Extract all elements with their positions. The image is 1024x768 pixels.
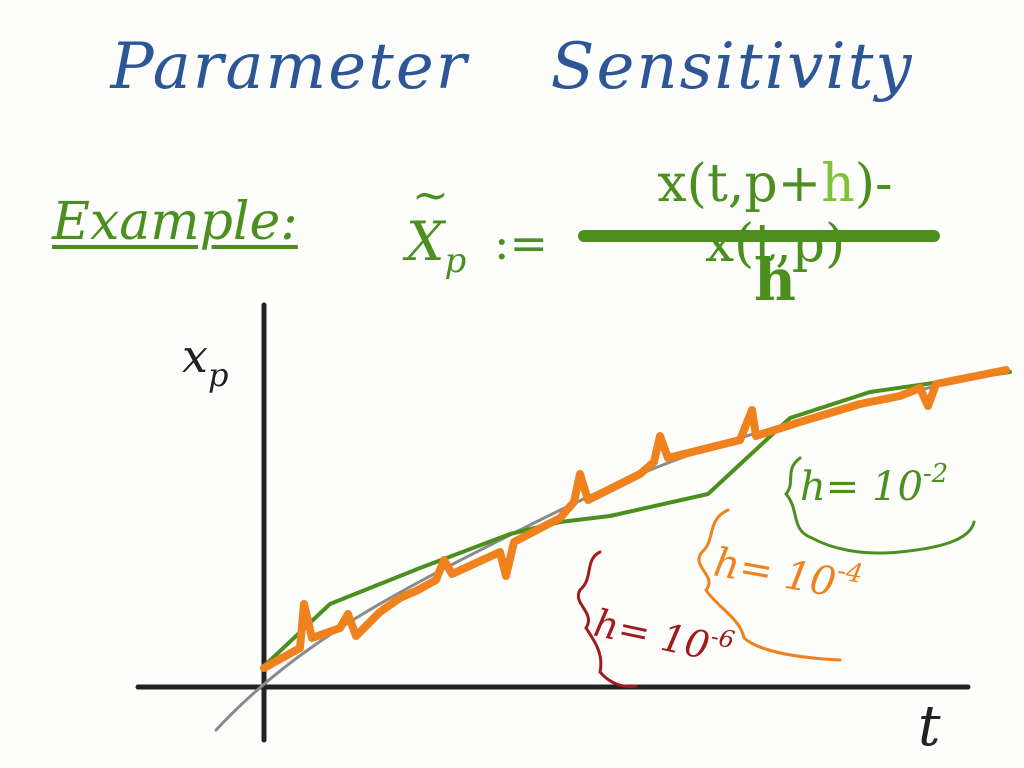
formula-lhs-sub: p (444, 240, 467, 281)
approx-curve-h-1e-4 (260, 366, 1010, 672)
y-axis-label-sub: p (208, 356, 228, 394)
formula-assign: := (494, 216, 549, 270)
annotation-h-1e-4: h= 10-4 (710, 535, 865, 611)
approx-curve-h-1e-2 (260, 370, 1012, 670)
annotation-h-1e-2-text: h= 10 (800, 464, 923, 510)
annotation-h-1e-4-exp: -4 (835, 556, 865, 590)
annotation-h-1e-2: h= 10-2 (800, 459, 948, 510)
y-axis-label-main: x (182, 329, 208, 383)
formula-lhs: ~ Xp (406, 170, 467, 281)
fraction-bar (578, 230, 940, 242)
formula-numerator-h: h (821, 154, 855, 214)
annotation-h-1e-4-text: h= 10 (710, 540, 839, 607)
annotation-h-1e-6: h= 10-6 (590, 598, 737, 673)
annotation-brace-red (576, 550, 638, 688)
annotation-brace-green (784, 456, 976, 555)
formula-lhs-var: X (406, 210, 445, 273)
annotation-h-1e-2-exp: -2 (923, 459, 948, 489)
page-title: Parameter Sensitivity (110, 30, 914, 104)
formula-numerator-part-a: x(t,p+ (657, 154, 822, 214)
formula-numerator: x(t,p+h)- x(t,p) (580, 154, 970, 274)
exact-curve (214, 368, 1002, 732)
y-axis-label: xp (182, 329, 228, 394)
annotation-h-1e-6-exp: -6 (708, 622, 737, 654)
x-axis-label: t (918, 694, 941, 759)
tilde-mark: ~ (412, 170, 449, 221)
difference-quotient-formula: ~ Xp := x(t,p+h)- x(t,p) h (400, 150, 980, 320)
annotation-h-1e-6-text: h= 10 (590, 601, 713, 668)
formula-denominator: h (753, 246, 797, 314)
annotation-brace-orange (697, 508, 842, 662)
formula-numerator-part-b: )- x(t,p) (704, 154, 893, 274)
example-label: Example: (52, 192, 298, 252)
